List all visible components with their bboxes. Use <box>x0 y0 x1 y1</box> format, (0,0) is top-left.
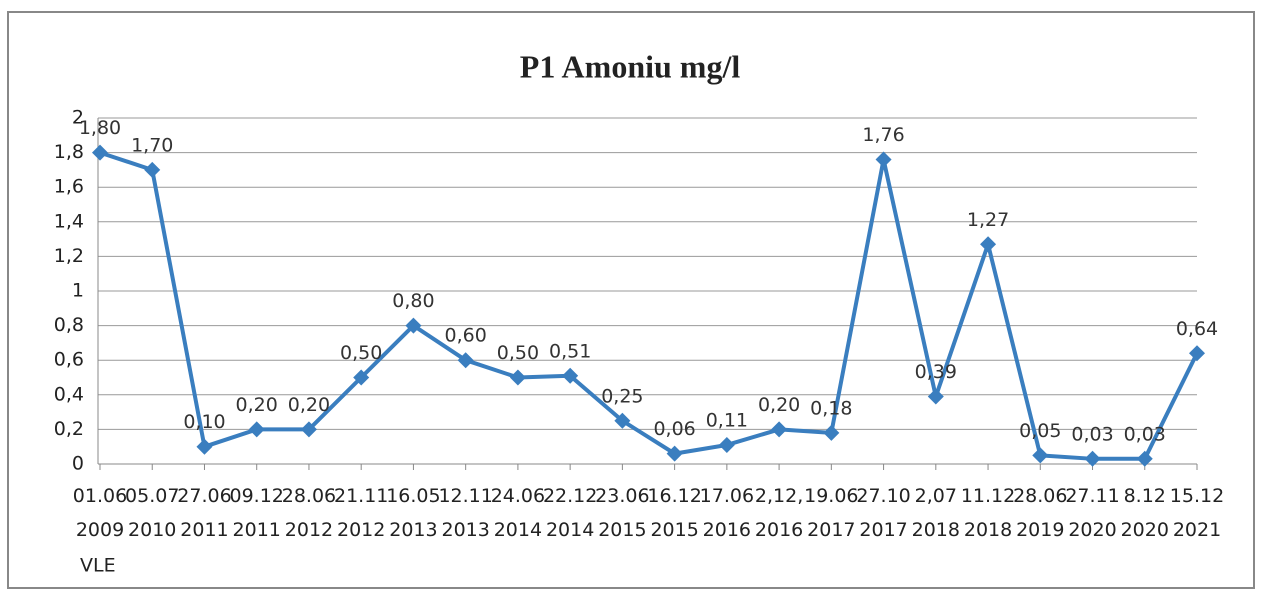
y-tick-label: 0,2 <box>54 418 84 440</box>
x-tick-label: 8.12 2020 <box>1121 485 1169 541</box>
chart-frame <box>7 11 1255 589</box>
data-label: 0,51 <box>549 340 591 362</box>
data-label: 0,03 <box>1071 423 1113 445</box>
x-tick-label: 23.06 2015 <box>595 485 649 541</box>
marker <box>300 421 317 438</box>
y-tick-label: 0,4 <box>54 383 84 405</box>
y-tick-label: 1,2 <box>54 245 84 267</box>
data-label: 0,60 <box>445 325 487 347</box>
marker <box>509 369 526 386</box>
marker <box>771 421 788 438</box>
annotation: VLE <box>80 555 116 577</box>
x-tick-label: 16.12 2015 <box>647 485 701 541</box>
x-tick-label: 27.11 2020 <box>1065 485 1119 541</box>
x-tick-label: 27.10 2017 <box>856 485 910 541</box>
data-label: 1,27 <box>967 209 1009 231</box>
x-tick-label: 17.06 2016 <box>700 485 754 541</box>
data-label: 1,80 <box>79 117 121 139</box>
x-tick-label: 28.06 2019 <box>1013 485 1067 541</box>
data-label: 0,50 <box>497 342 539 364</box>
marker <box>980 236 997 253</box>
line <box>99 150 1199 461</box>
data-label: 0,64 <box>1176 318 1218 340</box>
y-tick-label: 0,6 <box>54 349 84 371</box>
x-tick-label: 19.06 2017 <box>804 485 858 541</box>
data-label: 0,80 <box>392 290 434 312</box>
x-tick-label: 24.06 2014 <box>491 485 545 541</box>
marker <box>353 369 370 386</box>
marker <box>875 151 892 168</box>
marker <box>1032 447 1049 464</box>
marker <box>562 367 579 384</box>
marker <box>1084 450 1101 467</box>
marker <box>92 144 108 161</box>
x-tick-label: 05.07 2010 <box>125 485 179 541</box>
x-tick-label: 28.06 2012 <box>282 485 336 541</box>
data-label: 0,18 <box>810 397 852 419</box>
x-tick-label: 01.06 2009 <box>73 485 127 541</box>
y-tick-label: 1,8 <box>54 141 84 163</box>
data-label: 0,20 <box>288 394 330 416</box>
x-tick-label: 27.06 2011 <box>177 485 231 541</box>
data-label: 0,11 <box>706 409 748 431</box>
x-tick-label: 15.12 2021 <box>1170 485 1224 541</box>
data-label: 0,05 <box>1019 420 1061 442</box>
data-label: 0,10 <box>183 411 225 433</box>
x-tick-label: 09.12 2011 <box>230 485 284 541</box>
marker <box>1189 345 1205 362</box>
x-tick-label: 11.12 2018 <box>961 485 1015 541</box>
marker <box>196 438 213 455</box>
y-tick-label: 0,8 <box>54 314 84 336</box>
data-label: 1,70 <box>131 134 173 156</box>
marker <box>666 445 683 462</box>
marker <box>927 388 944 405</box>
marker <box>405 317 422 334</box>
x-tick-label: 21.11 2012 <box>334 485 388 541</box>
chart-title: P1 Amoniu mg/l <box>520 48 741 84</box>
data-label: 0,20 <box>236 394 278 416</box>
x-tick-label: 12.11 2013 <box>438 485 492 541</box>
marker <box>1136 450 1153 467</box>
marker <box>144 161 161 178</box>
data-label: 0,03 <box>1124 423 1166 445</box>
data-label: 1,76 <box>862 124 904 146</box>
data-label: 0,20 <box>758 394 800 416</box>
y-tick-label: 0 <box>72 453 84 475</box>
marker <box>457 352 474 369</box>
x-tick-label: 16.05 2013 <box>386 485 440 541</box>
x-tick-label: 22.12 2014 <box>543 485 597 541</box>
marker <box>248 421 265 438</box>
marker <box>614 412 631 429</box>
data-label: 0,50 <box>340 342 382 364</box>
data-label: 0,39 <box>915 361 957 383</box>
y-tick-label: 1,4 <box>54 210 84 232</box>
marker <box>823 424 840 441</box>
x-tick-label: 2,07 2018 <box>912 485 960 541</box>
x-tick-label: 2,12, 2016 <box>755 485 803 541</box>
data-label: 0,06 <box>653 418 695 440</box>
y-tick-label: 1 <box>72 280 84 302</box>
marker <box>718 436 735 453</box>
data-label: 0,25 <box>601 385 643 407</box>
y-tick-label: 2 <box>72 107 84 129</box>
y-tick-label: 1,6 <box>54 176 84 198</box>
